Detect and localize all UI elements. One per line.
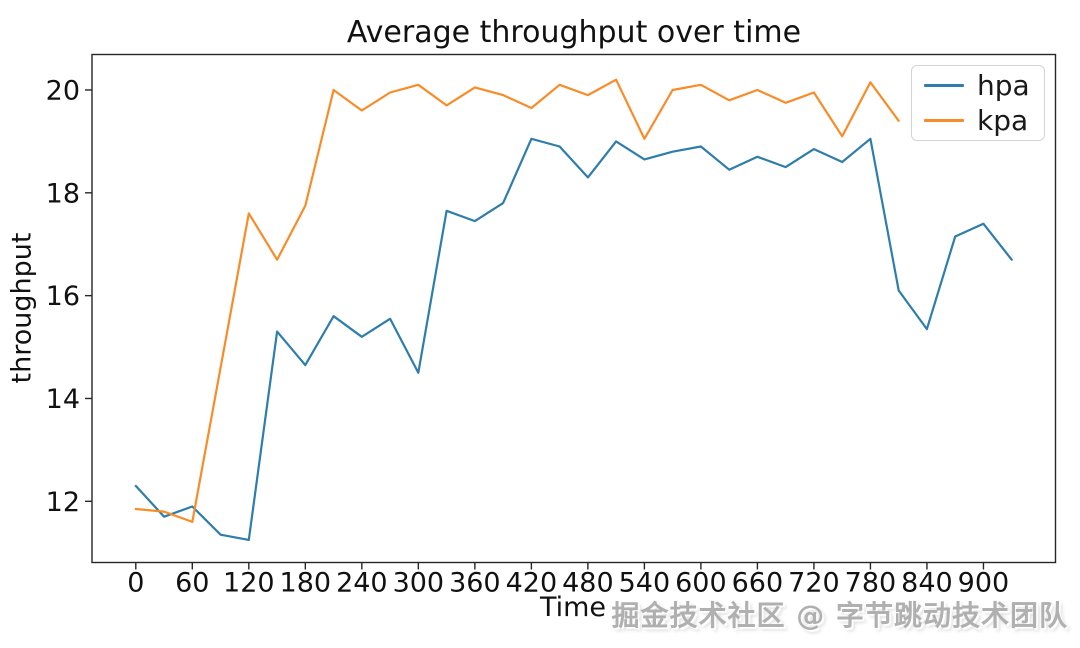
kpa-line	[134, 78, 900, 524]
x-tick-label: 360	[449, 568, 501, 599]
x-tick-label: 540	[619, 568, 671, 599]
x-tick-label: 900	[958, 568, 1010, 599]
x-tick-label: 720	[788, 568, 840, 599]
y-tick-label: 12	[46, 487, 80, 518]
x-tick-label: 780	[845, 568, 897, 599]
x-tick-label: 60	[175, 568, 209, 599]
y-axis-label: throughput	[6, 232, 38, 384]
hpa-line	[134, 137, 1013, 542]
x-tick-label: 300	[393, 568, 445, 599]
x-tick-label: 180	[280, 568, 332, 599]
x-tick-label: 840	[901, 568, 953, 599]
legend: hpa kpa	[911, 65, 1045, 141]
y-tick-label: 14	[46, 384, 80, 415]
x-tick-label: 240	[336, 568, 388, 599]
x-tick-label: 480	[562, 568, 614, 599]
legend-item-kpa: kpa	[924, 103, 1034, 138]
y-tick-label: 16	[46, 281, 80, 312]
x-tick-label: 660	[732, 568, 784, 599]
hpa-line-sample	[924, 84, 964, 87]
y-tick-label: 20	[46, 75, 80, 106]
legend-label-kpa: kpa	[977, 103, 1029, 137]
x-tick-label: 0	[127, 568, 144, 599]
x-axis-label: Time	[539, 592, 607, 623]
legend-item-hpa: hpa	[924, 68, 1034, 103]
legend-label-hpa: hpa	[977, 68, 1030, 102]
x-tick-label: 600	[675, 568, 727, 599]
axes-frame	[91, 53, 1057, 564]
kpa-line-sample	[924, 119, 964, 122]
chart-title: Average throughput over time	[346, 15, 802, 50]
y-tick-label: 18	[46, 178, 80, 209]
x-tick-label: 420	[506, 568, 558, 599]
watermark: 掘金技术社区 @ 字节跳动技术团队	[611, 599, 1068, 632]
x-tick-label: 120	[223, 568, 275, 599]
